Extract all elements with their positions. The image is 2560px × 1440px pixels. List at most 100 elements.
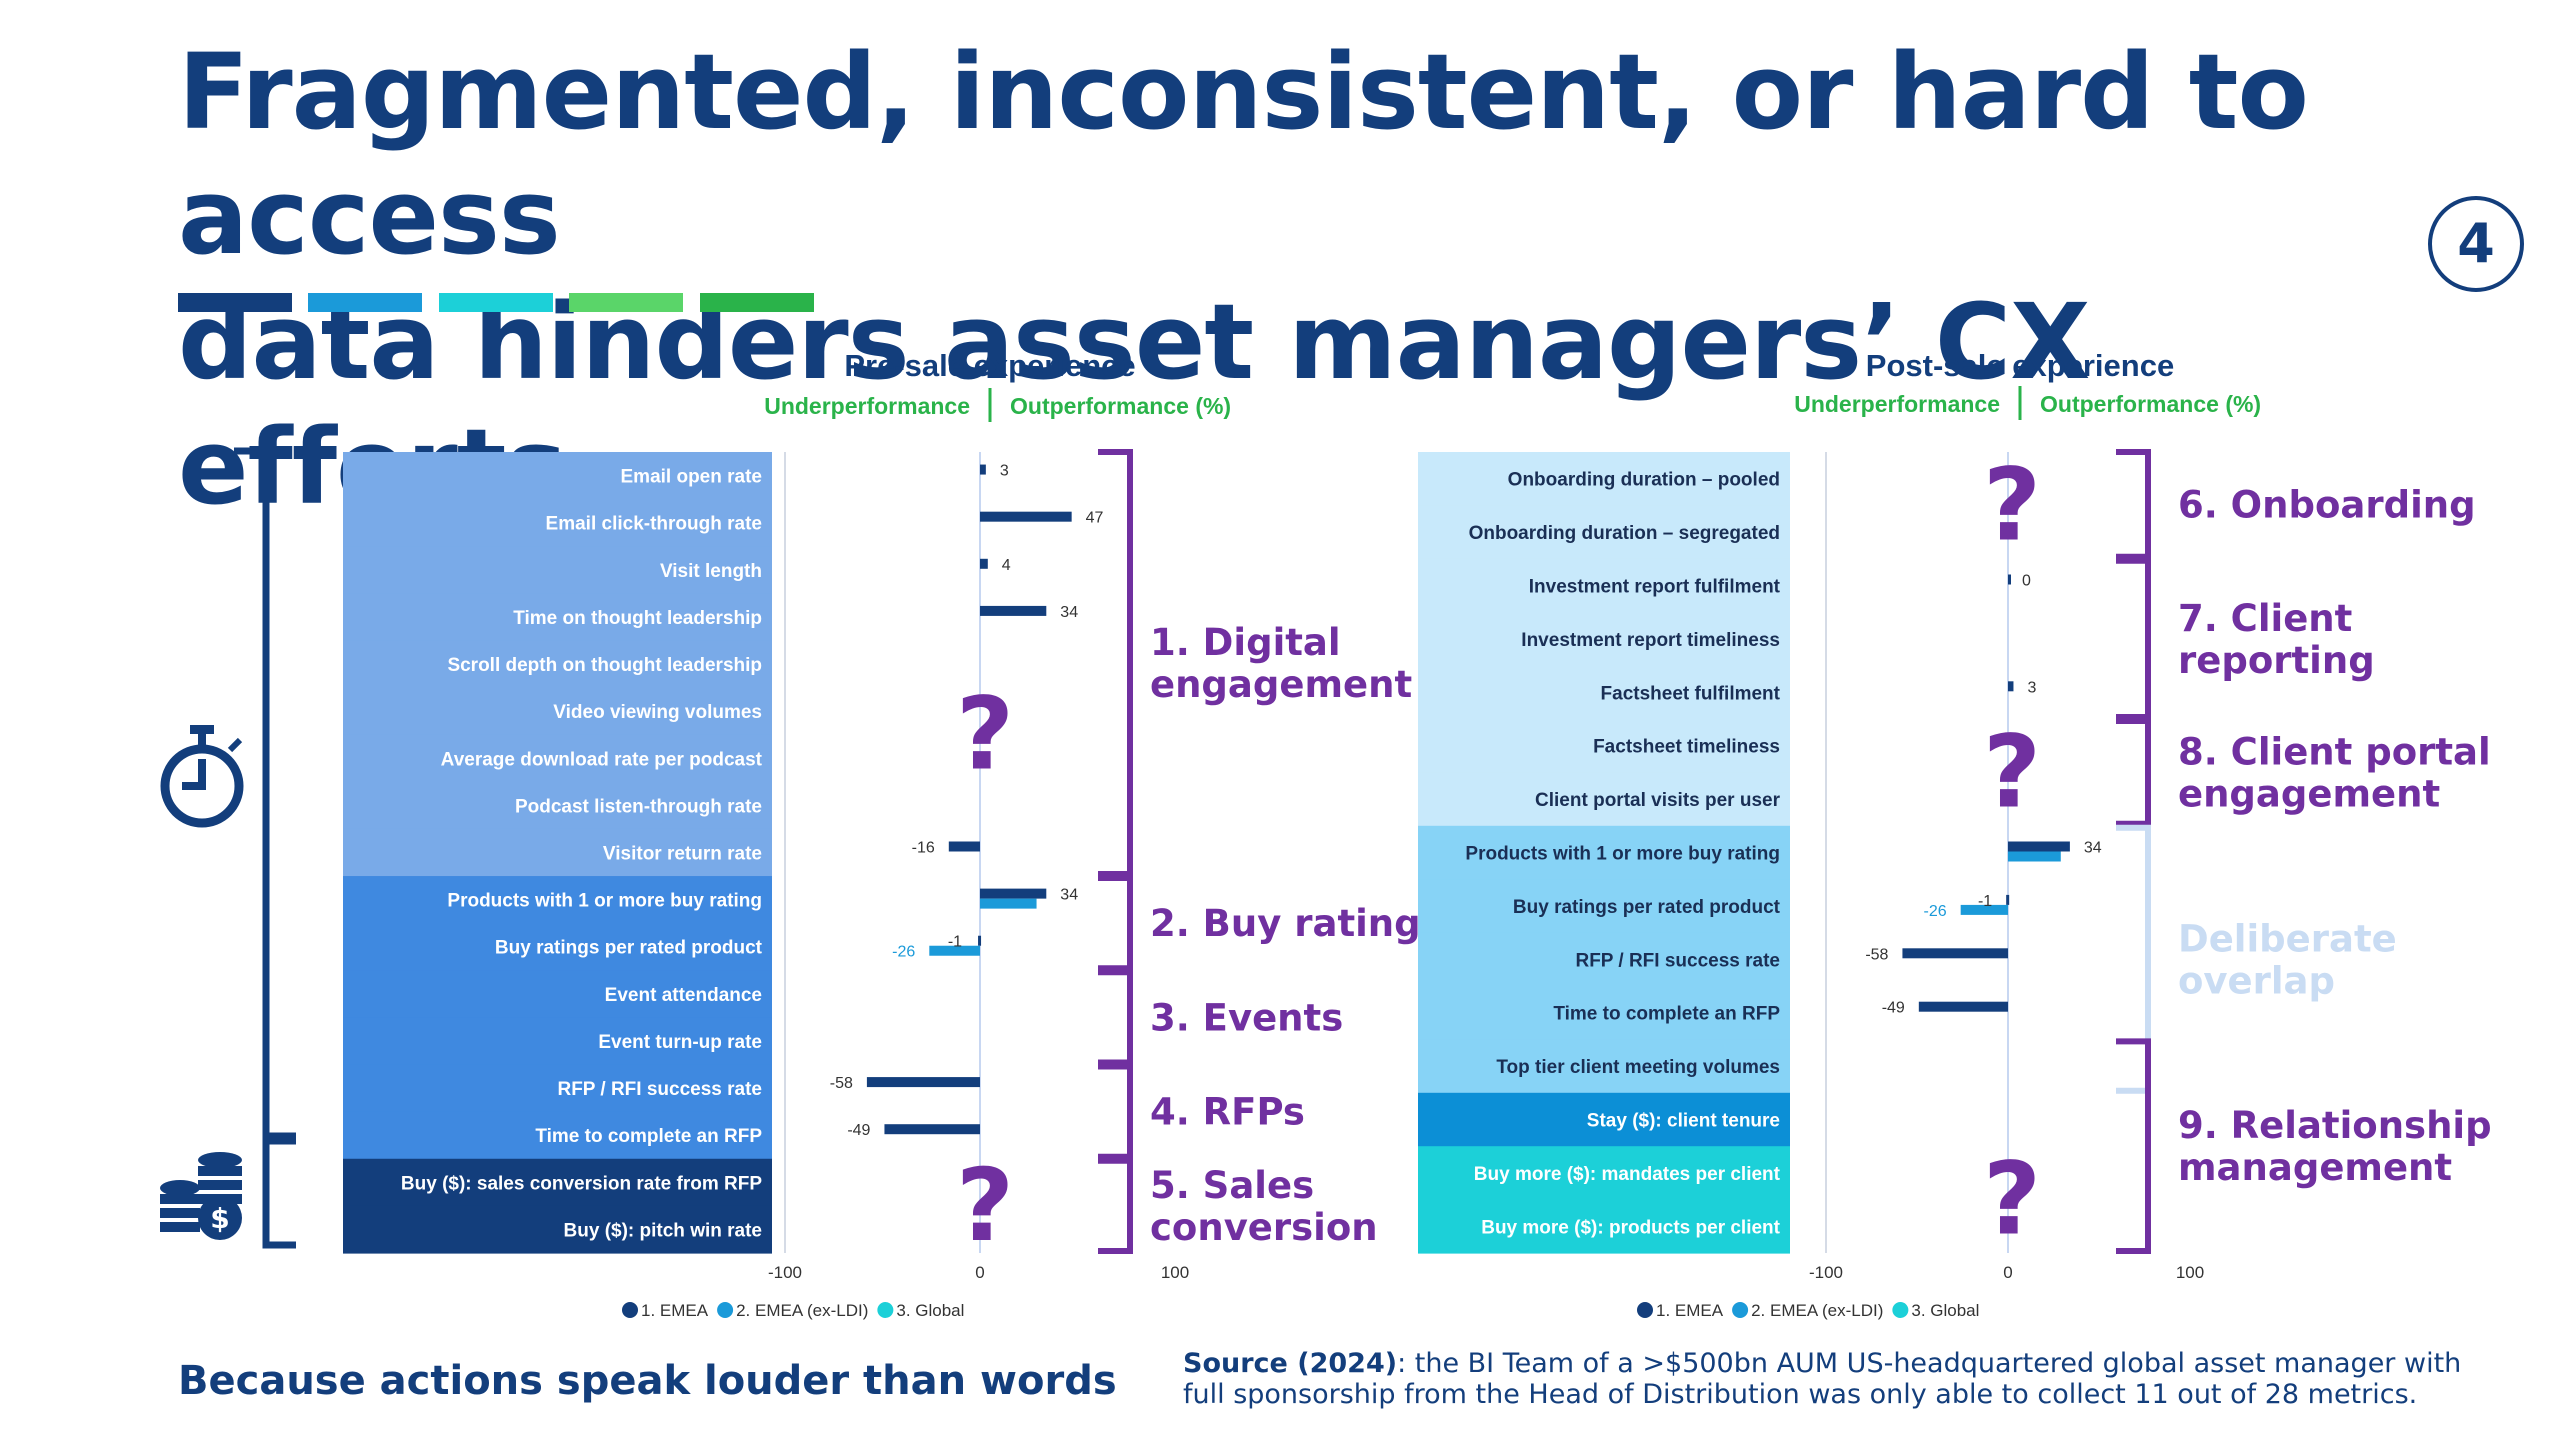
category-row-bg <box>1418 772 1790 827</box>
category-label: Scroll depth on thought leadership <box>447 655 762 676</box>
group-label: 9. Relationship management <box>2178 1104 2492 1189</box>
x-tick-label: 0 <box>2003 1263 2012 1282</box>
bar-emea <box>980 511 1072 522</box>
category-row-bg <box>1418 665 1790 720</box>
x-tick-label: -100 <box>768 1263 802 1282</box>
group-label-line: 4. RFPs <box>1150 1091 1305 1134</box>
group-label-line: engagement <box>2178 772 2440 815</box>
accent-bar-4 <box>569 293 683 312</box>
data-label: -26 <box>1924 903 1947 920</box>
left-money-bracket <box>262 1137 296 1249</box>
group-label-line: 6. Onboarding <box>2178 483 2476 526</box>
group-bracket <box>2116 557 2151 720</box>
group-bracket <box>1098 969 1133 1066</box>
title-line-1: Fragmented, inconsistent, or hard to acc… <box>178 31 2309 278</box>
bar-emea <box>2008 841 2070 852</box>
category-label: Video viewing volumes <box>553 702 762 723</box>
chart-title: Post-sale experience <box>1866 348 2174 383</box>
category-label: Time on thought leadership <box>513 608 762 629</box>
category-row-bg <box>343 546 772 594</box>
question-mark: ? <box>1983 1141 2041 1258</box>
category-label: Buy ratings per rated product <box>1513 897 1781 918</box>
legend-marker <box>717 1302 734 1318</box>
category-label: RFP / RFI success rate <box>1575 950 1780 971</box>
category-row-bg <box>343 452 772 500</box>
category-row-bg <box>1418 1039 1790 1094</box>
category-label: Factsheet fulfilment <box>1601 683 1781 704</box>
group-label: 5. Sales conversion <box>1150 1164 1378 1249</box>
category-label: Factsheet timeliness <box>1593 737 1780 758</box>
category-row-bg <box>1418 505 1790 560</box>
group-label: 4. RFPs <box>1150 1091 1305 1134</box>
category-label: Stay ($): client tenure <box>1587 1111 1780 1132</box>
accent-bar-3 <box>439 293 553 312</box>
data-label: -49 <box>847 1122 870 1139</box>
bar-emea <box>980 605 1047 616</box>
group-bracket <box>2116 1038 2151 1254</box>
category-label: Top tier client meeting volumes <box>1496 1057 1780 1078</box>
group-label-line: 8. Client portal <box>2178 730 2491 773</box>
legend-label: 2. EMEA (ex-LDI) <box>1751 1301 1883 1320</box>
category-row-bg <box>1418 986 1790 1040</box>
category-row-bg <box>343 1111 772 1160</box>
data-label: 3 <box>1000 463 1009 480</box>
bar-emea-ex-ldi <box>2008 851 2061 862</box>
group-label-line: 9. Relationship <box>2178 1104 2492 1147</box>
subtitle-underperformance: Underperformance <box>764 393 970 419</box>
bar-emea <box>978 935 982 946</box>
bar-emea <box>2008 681 2014 692</box>
category-row-bg <box>343 1158 772 1207</box>
subtitle-outperformance: Outperformance (%) <box>1010 393 1231 419</box>
category-label: Visitor return rate <box>603 844 762 865</box>
subtitle-underperformance: Underperformance <box>1794 391 2000 417</box>
data-label: 34 <box>1060 887 1078 904</box>
x-tick-label: 100 <box>1161 1263 1189 1282</box>
category-label: Investment report fulfilment <box>1529 577 1781 598</box>
group-label-line: 3. Events <box>1150 996 1343 1039</box>
group-label-line: conversion <box>1150 1206 1378 1249</box>
category-row-bg <box>343 828 772 877</box>
legend-label: 3. Global <box>896 1301 964 1320</box>
group-label: 8. Client portal engagement <box>2178 730 2491 815</box>
legend-marker <box>1637 1302 1653 1318</box>
bar-emea-ex-ldi <box>929 945 980 956</box>
legend-label: 2. EMEA (ex-LDI) <box>736 1301 868 1320</box>
svg-text:$: $ <box>210 1202 229 1235</box>
source-text: : the BI Team of a >$500bn AUM US-headqu… <box>1183 1348 2462 1410</box>
page-number-badge: 4 <box>2428 196 2524 292</box>
chart-title: Pre-sale experience <box>844 348 1135 383</box>
bar-emea-ex-ldi <box>980 898 1037 909</box>
bar-emea <box>1902 948 2008 959</box>
group-label-line: engagement <box>1150 663 1412 706</box>
category-label: RFP / RFI success rate <box>557 1079 762 1100</box>
category-row-bg <box>1418 1092 1790 1147</box>
data-label: -49 <box>1882 1000 1905 1017</box>
group-label-line: 7. Client <box>2178 597 2352 640</box>
legend-label: 1. EMEA <box>641 1301 709 1320</box>
left-time-bracket <box>234 447 296 1140</box>
question-mark: ? <box>956 1147 1014 1264</box>
question-mark: ? <box>1983 713 2041 830</box>
bar-emea <box>1918 1001 2008 1012</box>
group-label: Deliberate overlap <box>2178 917 2397 1002</box>
category-row-bg <box>343 593 772 642</box>
category-label: Visit length <box>660 561 762 582</box>
tagline: Because actions speak louder than words <box>178 1358 1117 1404</box>
data-label: -16 <box>912 840 935 857</box>
category-row-bg <box>1418 1146 1790 1201</box>
question-mark: ? <box>1983 446 2041 563</box>
group-label: 6. Onboarding <box>2178 483 2476 526</box>
group-bracket <box>1098 1063 1133 1160</box>
bar-emea <box>980 558 988 569</box>
data-label: -1 <box>1978 893 1992 910</box>
data-label: 34 <box>2084 840 2102 857</box>
group-label: 2. Buy ratings <box>1150 902 1443 945</box>
category-label: Podcast listen-through rate <box>515 796 762 817</box>
data-label: -58 <box>830 1075 853 1092</box>
category-row-bg <box>1418 452 1790 506</box>
category-row-bg <box>343 1017 772 1066</box>
category-label: Client portal visits per user <box>1535 790 1781 811</box>
category-label: Average download rate per podcast <box>441 749 763 770</box>
dollar-icon: $ <box>198 1196 242 1240</box>
category-row-bg <box>343 970 772 1019</box>
